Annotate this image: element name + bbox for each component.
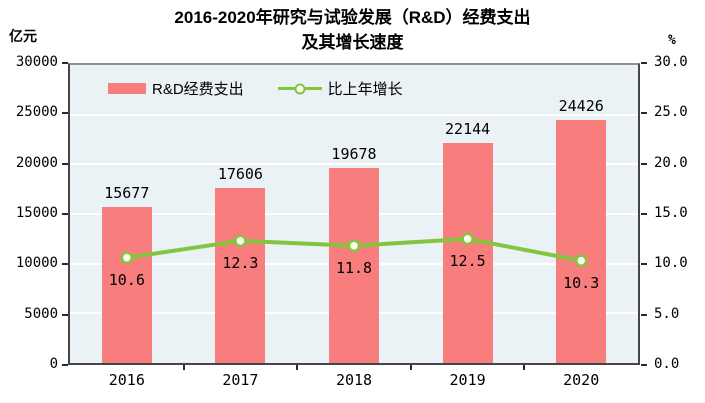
y-axis-right-tick	[641, 62, 647, 64]
y-axis-left-tick	[62, 313, 68, 316]
growth-point-2020	[574, 254, 588, 267]
right-axis-unit-label: %	[668, 33, 676, 48]
y-axis-right-label-25.0: 25.0	[654, 104, 688, 121]
bar-value-label-2020: 24426	[558, 97, 604, 116]
bar-value-label-2016: 15677	[104, 184, 150, 203]
bar-2020	[556, 120, 607, 363]
y-axis-right-label-20.0: 20.0	[654, 154, 688, 171]
y-axis-right-tick	[641, 112, 647, 115]
y-axis-right-tick	[641, 213, 647, 215]
growth-point-2016	[120, 251, 134, 264]
x-axis-tick	[523, 365, 526, 370]
legend-entry-bar-series: R&D经费支出	[108, 78, 244, 99]
growth-line-svg	[120, 232, 588, 267]
line-series-swatch	[277, 83, 322, 94]
chart-title: 2016-2020年研究与试验发展（R&D）经费支出 及其增长速度	[0, 5, 705, 55]
y-axis-left-tick	[62, 263, 68, 266]
y-axis-left-tick	[62, 62, 68, 64]
left-axis-unit-label: 亿元	[9, 28, 37, 44]
bar-2019	[442, 143, 493, 363]
grid-line-25000	[70, 113, 638, 116]
legend-label-line-series: 比上年增长	[327, 81, 403, 98]
y-axis-left-tick	[62, 213, 68, 215]
y-axis-right-label-15.0: 15.0	[654, 205, 688, 221]
y-axis-left-label-30000: 30000	[15, 54, 58, 70]
y-axis-left-label-20000: 20000	[15, 154, 58, 171]
bar-2018	[329, 167, 379, 363]
bar-2017	[215, 188, 266, 363]
y-axis-left-label-25000: 25000	[15, 104, 58, 121]
growth-value-label-2020: 10.3	[563, 273, 600, 292]
bar-series-swatch	[108, 83, 146, 94]
chart-title-line1: 2016-2020年研究与试验发展（R&D）经费支出	[174, 8, 531, 27]
legend-entry-line-series: 比上年增长	[277, 78, 403, 99]
x-axis-label-2016: 2016	[108, 371, 145, 389]
y-axis-left-tick	[62, 112, 68, 115]
y-axis-left-label-10000: 10000	[15, 255, 58, 272]
growth-point-2018	[347, 239, 361, 253]
growth-value-label-2017: 12.3	[222, 253, 259, 272]
x-axis-tick	[296, 365, 299, 370]
x-axis-label-2017: 2017	[222, 371, 259, 389]
y-axis-right-tick	[641, 263, 647, 266]
chart-title-line2: 及其增长速度	[301, 33, 404, 52]
growth-point-2017	[234, 234, 247, 248]
y-axis-right-tick	[641, 162, 647, 165]
y-axis-right-tick	[641, 364, 647, 366]
growth-value-label-2018: 11.8	[335, 258, 373, 277]
x-axis-tick	[182, 365, 185, 370]
y-axis-right-label-30.0: 30.0	[654, 54, 688, 70]
y-axis-left-label-15000: 15000	[15, 205, 58, 221]
y-axis-right-tick	[641, 313, 647, 316]
y-axis-left-tick	[62, 364, 68, 366]
x-axis-label-2020: 2020	[563, 371, 600, 389]
plot-area: R&D经费支出 比上年增长 15677 17606 19678 22144 24426 10…	[68, 63, 640, 365]
bar-value-label-2018: 19678	[331, 144, 377, 163]
y-axis-right-label-5.0: 5.0	[654, 305, 680, 322]
growth-value-label-2016: 10.6	[108, 270, 145, 289]
bar-2016	[101, 207, 152, 363]
x-axis-label-2018: 2018	[335, 371, 373, 389]
grid-line-20000	[70, 163, 638, 166]
x-axis-tick	[409, 365, 412, 370]
y-axis-right-label-0.0: 0.0	[654, 356, 680, 372]
growth-value-label-2019: 12.5	[449, 251, 486, 270]
line-series-marker	[294, 83, 306, 94]
y-axis-left-label-0: 0	[49, 356, 58, 372]
legend-label-bar-series: R&D经费支出	[152, 81, 244, 98]
bar-value-label-2017: 17606	[217, 165, 263, 184]
y-axis-right-label-10.0: 10.0	[654, 255, 688, 272]
y-axis-left-tick	[62, 162, 68, 165]
growth-point-2019	[461, 232, 474, 246]
y-axis-left-label-5000: 5000	[24, 305, 58, 322]
bar-value-label-2019: 22144	[445, 120, 491, 139]
chart-legend: R&D经费支出 比上年增长	[108, 78, 403, 99]
x-axis-label-2019: 2019	[449, 371, 486, 389]
